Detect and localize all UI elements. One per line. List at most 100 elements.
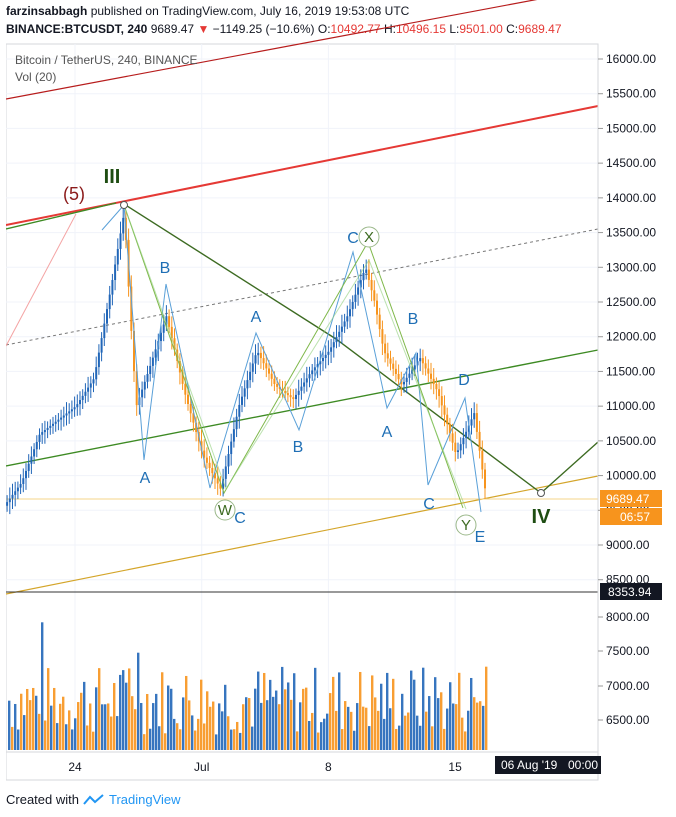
candle-body (216, 478, 219, 484)
last-price-tag: 9689.47 (606, 492, 650, 506)
volume-bar (110, 716, 113, 750)
volume-bar (320, 722, 323, 750)
candle-body (219, 483, 222, 489)
author-name[interactable]: farzinsabbagh (6, 4, 88, 18)
volume-bar (470, 677, 473, 750)
candle-body (122, 217, 125, 234)
volume-bar (317, 732, 320, 750)
volume-bar (125, 682, 128, 750)
price-tick-label: 13000.00 (606, 260, 656, 274)
candle-body (324, 354, 327, 358)
volume-bar (155, 693, 158, 750)
candle-body (25, 470, 27, 479)
candle-body (97, 352, 100, 368)
candle-body (224, 466, 227, 479)
wave-label: C (423, 496, 435, 513)
volume-bar (371, 675, 374, 750)
channel-lines (6, 0, 599, 595)
last-price-tag-bg (600, 490, 662, 507)
candle-body (57, 419, 60, 422)
candle-body (16, 487, 19, 492)
crosshair-date-tag: 06 Aug '19 (501, 758, 558, 772)
candle-body (454, 442, 457, 452)
volume-bar (293, 673, 296, 750)
volume-bar (86, 725, 89, 750)
candle-body (149, 365, 152, 375)
candle-body (419, 358, 422, 362)
volume-bar (443, 728, 446, 750)
candle-body (46, 427, 49, 431)
candle-body (478, 431, 481, 451)
volume-bar (158, 726, 161, 750)
candle-body (189, 404, 192, 414)
candle-body (384, 343, 387, 354)
candle-body (151, 357, 154, 366)
candle-body (168, 316, 171, 327)
candle-body (54, 421, 57, 424)
volume-bar (281, 666, 284, 750)
volume-bar (308, 720, 311, 750)
volume-bar (227, 716, 230, 750)
volume-bar (167, 685, 170, 750)
candle-body (27, 463, 30, 471)
candle-body (394, 368, 397, 375)
price-tick-label: 12500.00 (606, 295, 656, 309)
volume-bar (77, 702, 80, 750)
volume-bar (380, 683, 383, 750)
candle-body (354, 294, 357, 302)
wave-label: X (364, 229, 374, 246)
volume-bar (284, 689, 287, 750)
volume-bar (56, 723, 59, 750)
price-chart[interactable]: (5) III IV X W Y A B A B C C B A C D E Bitcoin / TetherU… (6, 0, 670, 782)
volume-bar (143, 734, 146, 750)
candle-body (106, 309, 108, 324)
volume-bar (464, 731, 467, 750)
tradingview-brand[interactable]: TradingView (108, 792, 181, 807)
candle-body (135, 371, 138, 406)
price-tick-label: 11000.00 (606, 399, 655, 413)
candle-body (100, 338, 103, 353)
volume-bar (326, 713, 329, 750)
volume-bar (11, 726, 14, 750)
volume-bar (176, 723, 179, 750)
volume-tick-label: 7000.00 (606, 679, 650, 693)
candle-body (367, 269, 370, 280)
volume-bar (314, 667, 317, 750)
candle-body (370, 279, 373, 291)
candle-body (103, 323, 106, 339)
candle-body (203, 450, 206, 458)
volume-bar (335, 710, 338, 750)
candle-body (146, 374, 149, 382)
volume-bar (482, 705, 485, 750)
time-axis[interactable]: 24 Jul 8 15 (6, 751, 598, 774)
volume-bar (485, 666, 488, 750)
candle-body (108, 294, 111, 310)
volume-bar (203, 723, 206, 750)
candle-body (373, 290, 376, 301)
open-value: 10492.77 (330, 22, 381, 36)
volume-bar (410, 670, 413, 750)
volume-bar (68, 710, 71, 750)
candle-body (111, 280, 114, 295)
candle-body (238, 404, 241, 417)
candle-body (330, 347, 333, 352)
volume-bar (191, 715, 194, 750)
volume-bar (437, 698, 440, 750)
volume-bars (8, 622, 488, 750)
volume-bar (449, 682, 452, 750)
candle-body (8, 498, 11, 503)
candle-body (359, 280, 362, 288)
price-axis[interactable]: 16000.00 15500.00 15000.00 14500.00 14000.00… (598, 52, 656, 727)
crosshair-time-tag: 00:00 (568, 758, 598, 772)
candle-body (473, 413, 476, 420)
candle-body (62, 415, 65, 418)
candle-body (141, 389, 144, 398)
volume-bar (128, 668, 131, 750)
candle-body (343, 321, 346, 327)
volume-bar (272, 696, 275, 750)
wave-labels: (5) III IV X W Y A B A B C C B A C D E (63, 166, 551, 546)
volume-bar (194, 730, 197, 750)
volume-bar (224, 684, 227, 750)
wave-label: Y (461, 517, 471, 534)
candle-body (92, 379, 95, 384)
